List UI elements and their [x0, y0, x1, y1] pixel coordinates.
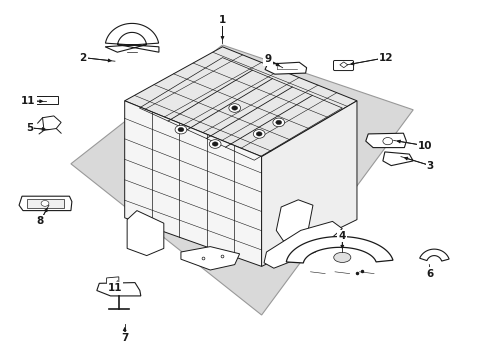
Circle shape [178, 127, 183, 132]
Circle shape [212, 142, 218, 146]
Polygon shape [264, 62, 306, 74]
Polygon shape [124, 101, 261, 266]
Polygon shape [365, 133, 406, 148]
Circle shape [209, 140, 221, 148]
Polygon shape [285, 237, 392, 263]
Text: 2: 2 [80, 53, 86, 63]
Polygon shape [382, 152, 412, 166]
Text: 9: 9 [264, 54, 271, 64]
Polygon shape [19, 196, 72, 211]
Polygon shape [127, 211, 163, 256]
Polygon shape [124, 47, 356, 157]
Polygon shape [106, 277, 119, 283]
Text: 8: 8 [37, 216, 43, 226]
Polygon shape [261, 101, 356, 266]
Bar [27, 199, 63, 208]
Circle shape [382, 138, 392, 145]
Text: 1: 1 [219, 15, 225, 25]
Polygon shape [181, 247, 239, 270]
Text: 5: 5 [26, 123, 33, 133]
Text: 11: 11 [107, 283, 122, 293]
Polygon shape [71, 45, 412, 315]
FancyBboxPatch shape [333, 60, 353, 71]
Text: 3: 3 [426, 161, 433, 171]
Circle shape [272, 118, 284, 127]
Polygon shape [276, 200, 312, 241]
Text: 7: 7 [121, 333, 128, 343]
Circle shape [253, 130, 264, 138]
Circle shape [231, 106, 237, 110]
Text: 11: 11 [21, 96, 36, 106]
Polygon shape [42, 116, 61, 130]
Ellipse shape [333, 252, 350, 262]
Text: 12: 12 [378, 53, 393, 63]
Text: 6: 6 [426, 269, 433, 279]
Bar [24, 96, 58, 104]
Polygon shape [105, 23, 159, 52]
Text: 4: 4 [338, 231, 346, 241]
Circle shape [228, 104, 240, 112]
Circle shape [256, 132, 262, 136]
Polygon shape [264, 221, 342, 268]
Circle shape [275, 120, 281, 125]
Text: 10: 10 [417, 141, 432, 151]
Circle shape [41, 201, 49, 206]
Circle shape [175, 125, 186, 134]
Polygon shape [419, 249, 448, 261]
Polygon shape [97, 283, 141, 296]
